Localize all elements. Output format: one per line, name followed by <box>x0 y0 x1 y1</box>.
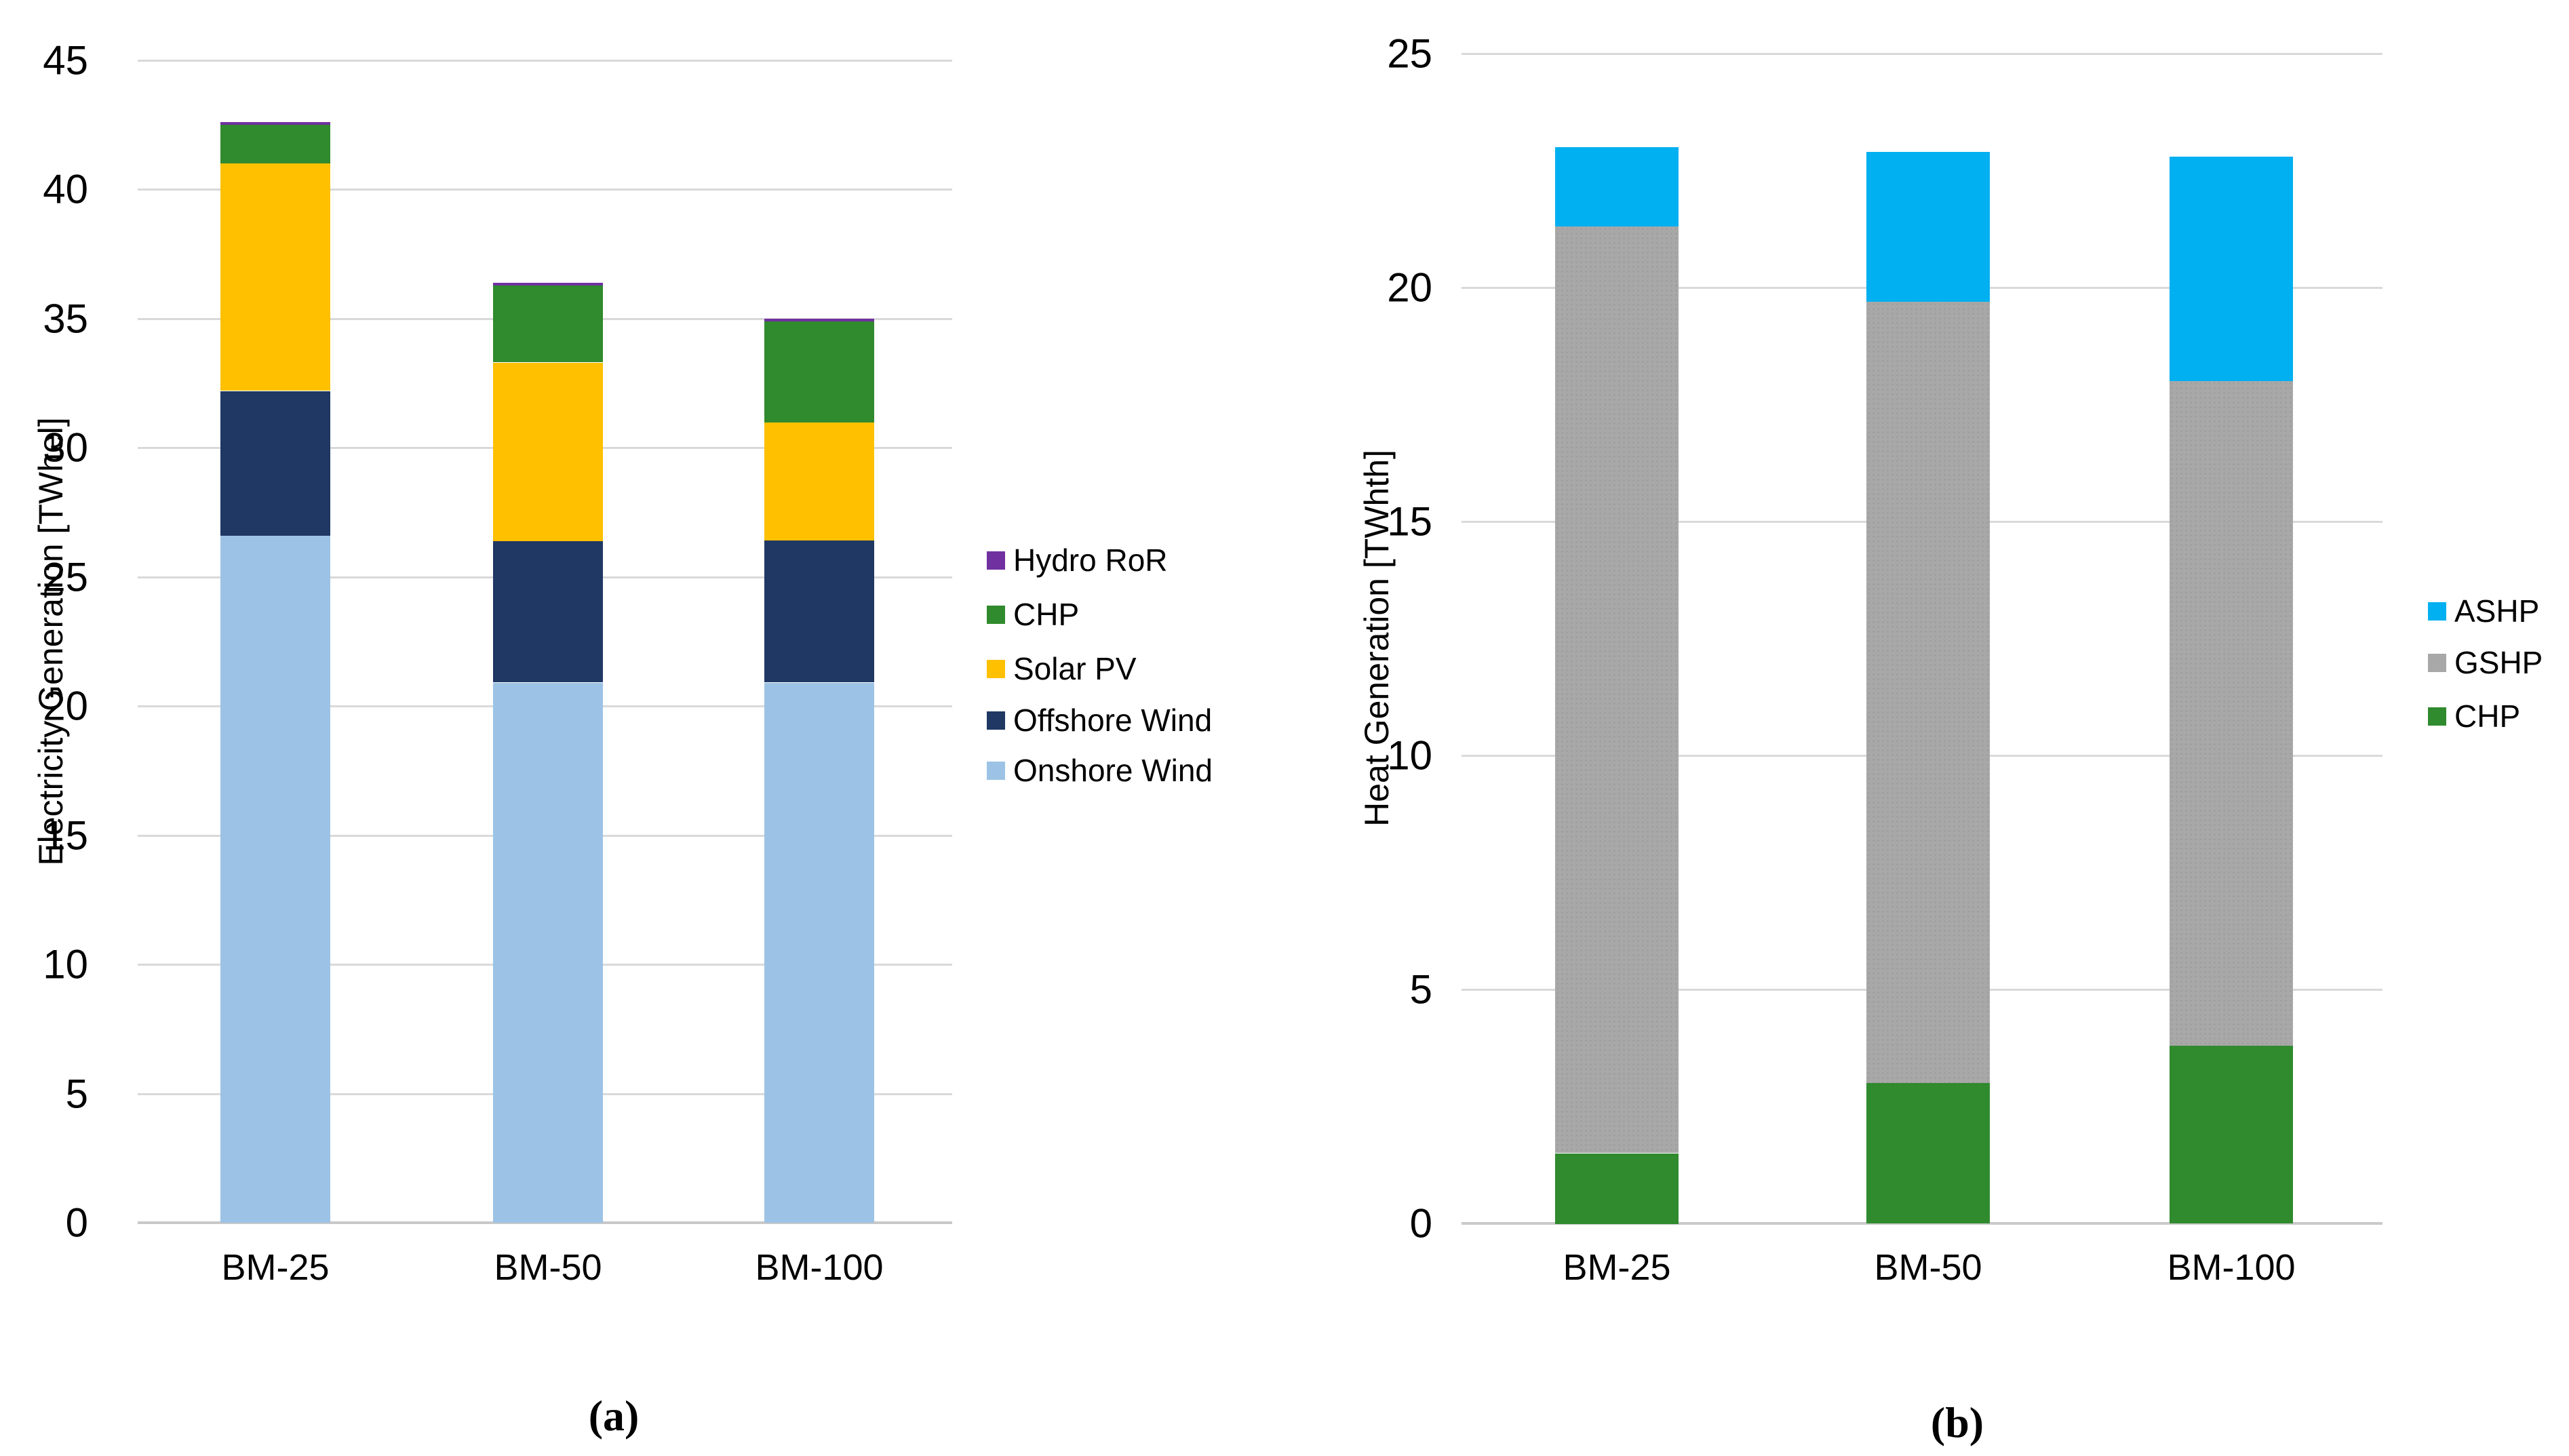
y-tick-label: 15 <box>1387 498 1432 545</box>
legend-item: Hydro RoR <box>987 542 1168 578</box>
legend-item: Solar PV <box>987 650 1137 687</box>
gridline <box>1462 53 2382 55</box>
y-tick-label: 0 <box>65 1200 88 1246</box>
bar-segment-ashp <box>1555 147 1679 227</box>
bar-segment-offshore-wind <box>493 540 603 682</box>
legend-item: GSHP <box>2428 644 2543 681</box>
legend-label: GSHP <box>2454 645 2543 680</box>
legend-swatch <box>2428 602 2446 621</box>
bar-segment-gshp <box>2170 381 2293 1046</box>
bar-segment-onshore-wind <box>764 683 874 1223</box>
y-tick-label: 10 <box>1387 732 1432 779</box>
legend-label: Offshore Wind <box>1013 703 1213 738</box>
bar-segment-ashp <box>1866 152 1990 302</box>
y-tick-label: 45 <box>43 37 88 83</box>
bar-segment-chp <box>1555 1154 1679 1224</box>
bar-segment-ashp <box>2170 157 2293 381</box>
bar-segment-chp <box>493 285 603 362</box>
bar-segment-solar-pv <box>764 422 874 540</box>
legend-swatch <box>987 551 1005 570</box>
y-tick-label: 15 <box>43 812 88 859</box>
y-axis-title-electricity: Electricity Generation [TWhel] <box>32 417 70 866</box>
y-tick-label: 25 <box>1387 31 1432 77</box>
y-tick-label: 35 <box>43 296 88 342</box>
legend-swatch <box>2428 707 2446 726</box>
bar-segment-chp <box>1866 1083 1990 1223</box>
bar-segment-onshore-wind <box>493 683 603 1223</box>
subfigure-label-b: (b) <box>1930 1398 1984 1447</box>
legend-label: Hydro RoR <box>1013 543 1168 578</box>
category-label: BM-50 <box>1874 1247 1982 1288</box>
y-tick-label: 5 <box>65 1071 88 1117</box>
category-label: BM-25 <box>221 1247 330 1288</box>
x-axis-line <box>1462 1222 2382 1225</box>
legend-label: ASHP <box>2454 593 2540 629</box>
legend-label: Solar PV <box>1013 651 1137 686</box>
legend-label: CHP <box>2454 699 2521 734</box>
legend-swatch <box>987 761 1005 780</box>
legend-item: CHP <box>987 596 1079 633</box>
gridline <box>138 189 952 191</box>
y-tick-label: 10 <box>43 941 88 987</box>
bar-segment-offshore-wind <box>220 391 330 536</box>
bar-segment-solar-pv <box>493 363 603 541</box>
y-tick-label: 20 <box>1387 264 1432 311</box>
bar-segment-hydro-ror <box>220 122 330 125</box>
legend-label: CHP <box>1013 597 1080 632</box>
bar-segment-onshore-wind <box>220 536 330 1223</box>
bar-segment-chp <box>764 321 874 422</box>
bar-segment-hydro-ror <box>493 283 603 286</box>
legend-label: Onshore Wind <box>1013 753 1213 788</box>
category-label: BM-25 <box>1563 1247 1671 1288</box>
legend-swatch <box>987 659 1005 678</box>
bar-segment-chp <box>220 125 330 163</box>
subfigure-label-a: (a) <box>588 1392 640 1440</box>
category-label: BM-50 <box>494 1247 602 1288</box>
bar-segment-hydro-ror <box>764 319 874 321</box>
bar-segment-gshp <box>1866 302 1990 1083</box>
legend-item: ASHP <box>2428 593 2539 629</box>
legend-swatch <box>987 711 1005 730</box>
legend-item: Offshore Wind <box>987 702 1212 739</box>
x-axis-line <box>138 1221 952 1224</box>
bar-segment-solar-pv <box>220 163 330 391</box>
bar-segment-gshp <box>1555 227 1679 1153</box>
y-tick-label: 5 <box>1409 966 1432 1012</box>
category-label: BM-100 <box>2167 1247 2296 1288</box>
bar-segment-offshore-wind <box>764 540 874 682</box>
legend-item: CHP <box>2428 698 2520 734</box>
y-tick-label: 30 <box>43 425 88 471</box>
y-tick-label: 40 <box>43 166 88 212</box>
y-tick-label: 25 <box>43 554 88 600</box>
category-label: BM-100 <box>755 1247 884 1288</box>
bar-segment-chp <box>2170 1046 2293 1223</box>
y-tick-label: 0 <box>1409 1200 1432 1246</box>
legend-item: Onshore Wind <box>987 752 1213 789</box>
legend-swatch <box>2428 653 2446 672</box>
legend-swatch <box>987 605 1005 624</box>
y-tick-label: 20 <box>43 683 88 729</box>
gridline <box>138 60 952 62</box>
